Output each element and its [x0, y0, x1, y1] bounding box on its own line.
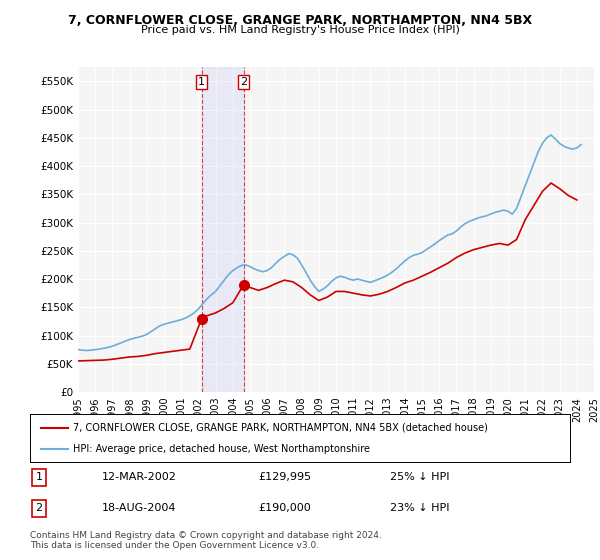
Text: 2: 2 [240, 77, 247, 87]
Text: Price paid vs. HM Land Registry's House Price Index (HPI): Price paid vs. HM Land Registry's House … [140, 25, 460, 35]
Text: 1: 1 [198, 77, 205, 87]
Text: 7, CORNFLOWER CLOSE, GRANGE PARK, NORTHAMPTON, NN4 5BX: 7, CORNFLOWER CLOSE, GRANGE PARK, NORTHA… [68, 14, 532, 27]
Bar [202, 67, 244, 392]
Text: £129,995: £129,995 [258, 473, 311, 482]
Text: £190,000: £190,000 [258, 503, 311, 513]
Text: 7, CORNFLOWER CLOSE, GRANGE PARK, NORTHAMPTON, NN4 5BX (detached house): 7, CORNFLOWER CLOSE, GRANGE PARK, NORTHA… [73, 423, 488, 433]
Text: HPI: Average price, detached house, West Northamptonshire: HPI: Average price, detached house, West… [73, 444, 370, 454]
Text: 18-AUG-2004: 18-AUG-2004 [102, 503, 176, 513]
Text: 1: 1 [35, 473, 43, 482]
Text: 23% ↓ HPI: 23% ↓ HPI [390, 503, 449, 513]
Text: 2: 2 [35, 503, 43, 513]
Text: 25% ↓ HPI: 25% ↓ HPI [390, 473, 449, 482]
Text: Contains HM Land Registry data © Crown copyright and database right 2024.
This d: Contains HM Land Registry data © Crown c… [30, 530, 382, 550]
Text: 12-MAR-2002: 12-MAR-2002 [102, 473, 177, 482]
